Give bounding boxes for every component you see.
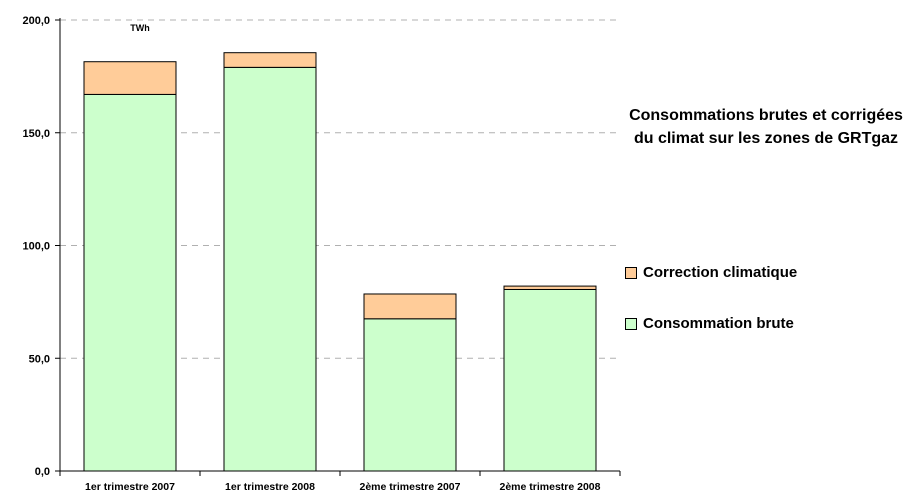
y-tick-label: 150,0 <box>22 128 50 140</box>
legend: Correction climatique Consommation brute <box>625 264 797 366</box>
bar-consommation-brute <box>363 318 457 472</box>
bars <box>83 52 597 472</box>
bar-correction-climatique <box>503 285 597 290</box>
x-tick-label: 1er trimestre 2007 <box>85 481 175 493</box>
legend-label-correction: Correction climatique <box>643 264 798 281</box>
y-tick-label: 100,0 <box>22 241 50 253</box>
unit-label: TWh <box>130 23 150 33</box>
y-tick-labels: 0,0 50,0 100,0 150,0 200,0 <box>22 15 50 478</box>
bar-correction-climatique <box>363 293 457 320</box>
axes <box>59 18 621 476</box>
x-tick-label: 2ème trimestre 2008 <box>500 481 601 493</box>
bar-correction-climatique <box>223 52 317 68</box>
bar-consommation-brute <box>83 93 177 472</box>
x-tick-label: 1er trimestre 2008 <box>225 481 315 493</box>
legend-item-correction: Correction climatique <box>625 264 797 281</box>
x-tick-label: 2ème trimestre 2007 <box>360 481 461 493</box>
chart-title: Consommations brutes et corrigées du cli… <box>629 107 903 147</box>
legend-swatch-correction <box>625 266 637 279</box>
x-tick-labels: 1er trimestre 2007 1er trimestre 2008 2ème… <box>85 481 601 493</box>
legend-item-consommation: Consommation brute <box>625 315 797 332</box>
legend-swatch-consommation <box>625 317 637 330</box>
y-tick-label: 200,0 <box>22 15 50 27</box>
bar-consommation-brute <box>503 288 597 472</box>
y-tick-label: 0,0 <box>35 466 50 478</box>
legend-label-consommation: Consommation brute <box>643 315 794 332</box>
y-tick-label: 50,0 <box>29 353 50 365</box>
bar-correction-climatique <box>83 61 177 95</box>
bar-consommation-brute <box>223 66 317 472</box>
